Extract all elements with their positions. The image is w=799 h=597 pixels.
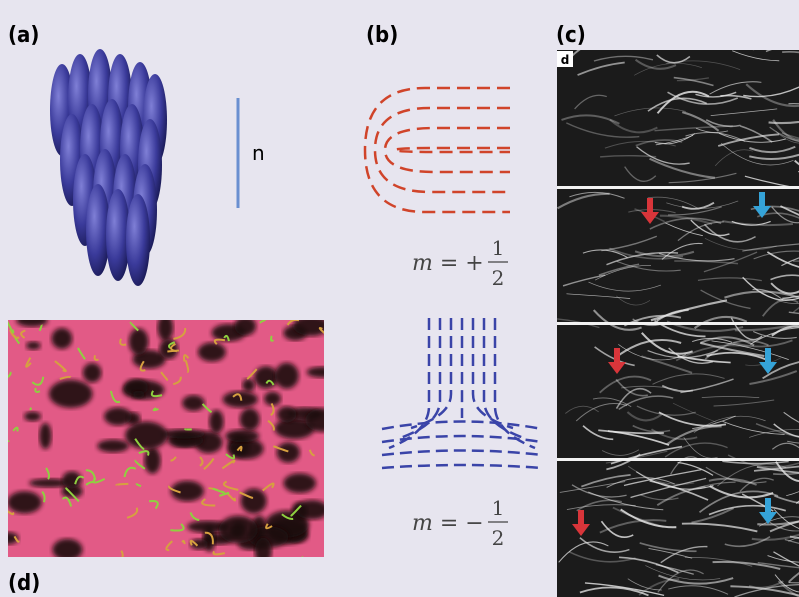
dark-blob — [225, 430, 259, 443]
panel-label: (b) — [366, 23, 398, 48]
dark-blob — [254, 366, 278, 388]
director-label: n — [252, 141, 265, 165]
numerator: 1 — [492, 496, 505, 520]
denominator: 2 — [492, 266, 505, 290]
dark-blob — [52, 328, 73, 349]
ellipsoid — [126, 194, 150, 286]
inset-label: d — [561, 53, 570, 67]
green-streak — [154, 408, 159, 410]
dark-blob — [198, 343, 226, 362]
dark-blob — [277, 406, 297, 422]
panel-label: (d) — [8, 571, 40, 596]
dark-blob — [162, 429, 206, 439]
dark-blob — [97, 440, 129, 453]
dark-blob — [241, 489, 267, 514]
numerator: 1 — [492, 236, 505, 260]
dark-blob — [242, 379, 254, 392]
dark-blob — [275, 363, 299, 389]
dark-blob — [49, 380, 93, 408]
dark-blob — [83, 363, 102, 382]
dark-blob — [62, 471, 82, 488]
panel-label: (a) — [8, 23, 39, 48]
dark-blob — [209, 410, 223, 433]
panel-label: (c) — [556, 23, 586, 48]
dark-blob — [277, 442, 300, 462]
dark-blob — [129, 328, 148, 354]
equation-lhs: m = − — [412, 511, 484, 536]
dark-blob — [26, 342, 41, 350]
dark-blob — [219, 516, 258, 544]
dark-blob — [182, 395, 205, 411]
figure: (a) (b) (c) (d) n m = + 1 2 m = − 1 2 d — [0, 0, 799, 597]
dark-blob — [240, 408, 260, 431]
dark-blob — [133, 390, 145, 398]
dark-blob — [283, 473, 316, 493]
dark-blob — [296, 500, 329, 519]
dark-blob — [125, 422, 168, 450]
dark-blob — [7, 491, 41, 513]
microscopy-frames: d — [557, 41, 799, 597]
dark-blob — [159, 339, 178, 359]
dark-blob — [39, 423, 51, 449]
dark-blob — [24, 412, 41, 422]
denominator: 2 — [492, 526, 505, 550]
green-streak — [116, 484, 128, 485]
texture-image — [0, 314, 339, 566]
equation-lhs: m = + — [412, 251, 484, 276]
dark-blob — [104, 408, 132, 426]
